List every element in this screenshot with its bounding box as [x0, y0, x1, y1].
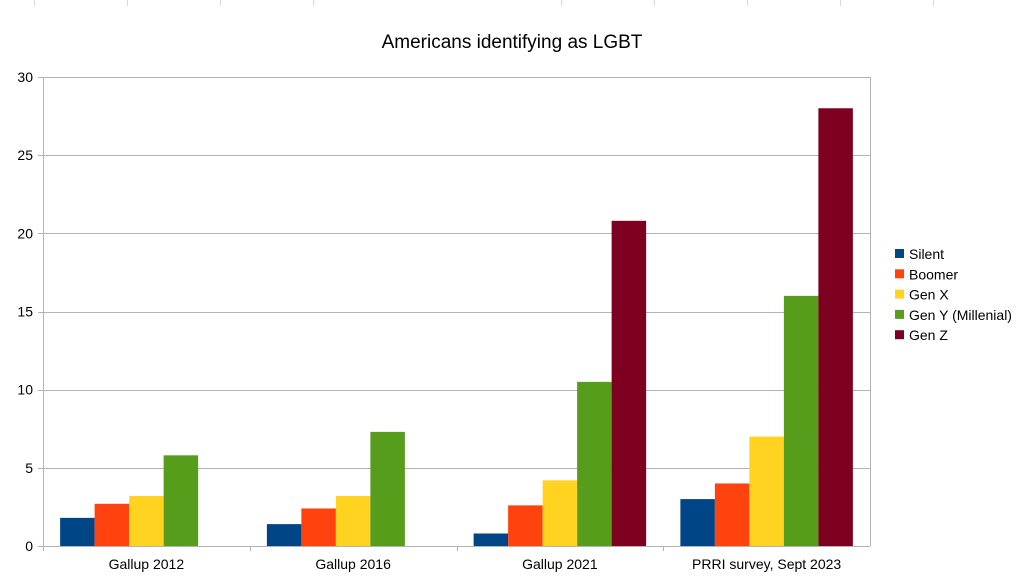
bar-gen-y-millenial-gallup-2016	[370, 431, 405, 546]
top-edge-marks	[34, 0, 934, 6]
chart-title: Americans identifying as LGBT	[382, 32, 643, 53]
x-tick-label: PRRI survey, Sept 2023	[692, 556, 841, 572]
bar-silent-gallup-2021	[473, 533, 509, 546]
bar-gen-y-millenial-prri-survey-sept-2023	[783, 295, 819, 546]
legend-swatch	[895, 269, 904, 279]
bar-boomer-gallup-2016	[301, 508, 336, 546]
bar-gen-z-gallup-2021	[611, 220, 647, 546]
legend-swatch	[895, 249, 904, 258]
y-tick-label: 0	[25, 538, 33, 554]
legend-swatch	[895, 330, 904, 340]
legend-item-gen-x: Gen X	[895, 287, 949, 303]
x-tick-label: Gallup 2016	[315, 556, 391, 572]
axes	[43, 77, 871, 551]
legend-label: Silent	[909, 246, 944, 262]
bar-boomer-prri-survey-sept-2023	[714, 483, 750, 546]
legend-label: Gen X	[909, 287, 949, 303]
bar-boomer-gallup-2021	[508, 505, 543, 546]
legend-label: Gen Y (Millenial)	[909, 307, 1012, 323]
legend-swatch	[895, 289, 904, 299]
y-tick-label: 15	[17, 304, 33, 320]
bar-gen-x-gallup-2012	[129, 495, 164, 546]
x-tick-label: Gallup 2021	[522, 556, 598, 572]
y-tick-label: 10	[17, 382, 33, 398]
bar-gen-z-prri-survey-sept-2023	[818, 108, 853, 547]
legend-label: Boomer	[909, 266, 958, 282]
legend-item-boomer: Boomer	[895, 266, 958, 282]
legend-swatch	[895, 309, 904, 319]
legend-label: Gen Z	[909, 327, 948, 343]
bar-gen-x-gallup-2021	[542, 480, 578, 546]
legend-item-silent: Silent	[895, 246, 944, 262]
legend-item-gen-z: Gen Z	[895, 327, 948, 343]
y-tick-label: 30	[17, 69, 33, 85]
bar-gen-x-prri-survey-sept-2023	[749, 436, 784, 546]
y-tick-label: 25	[17, 147, 33, 163]
x-tick-label: Gallup 2012	[109, 556, 185, 572]
bar-gen-y-millenial-gallup-2012	[163, 455, 199, 546]
y-tick-labels: 0 5 10 15 20 25 30	[17, 69, 33, 554]
y-tick-label: 5	[25, 460, 33, 476]
x-tick-labels: Gallup 2012 Gallup 2016 Gallup 2021 PRRI su…	[109, 556, 842, 572]
bar-silent-gallup-2016	[266, 524, 302, 546]
bar-gen-x-gallup-2016	[335, 495, 371, 546]
bar-gen-y-millenial-gallup-2021	[577, 381, 612, 546]
bar-boomer-gallup-2012	[94, 503, 130, 546]
bars	[60, 108, 853, 547]
legend-item-gen-y-millenial: Gen Y (Millenial)	[895, 307, 1012, 323]
bar-silent-prri-survey-sept-2023	[680, 499, 715, 546]
y-tick-label: 20	[17, 225, 33, 241]
bar-silent-gallup-2012	[60, 517, 95, 546]
legend: Silent Boomer Gen X Gen Y (Millenial) Gen Z	[895, 246, 1012, 343]
gridlines	[38, 77, 870, 547]
